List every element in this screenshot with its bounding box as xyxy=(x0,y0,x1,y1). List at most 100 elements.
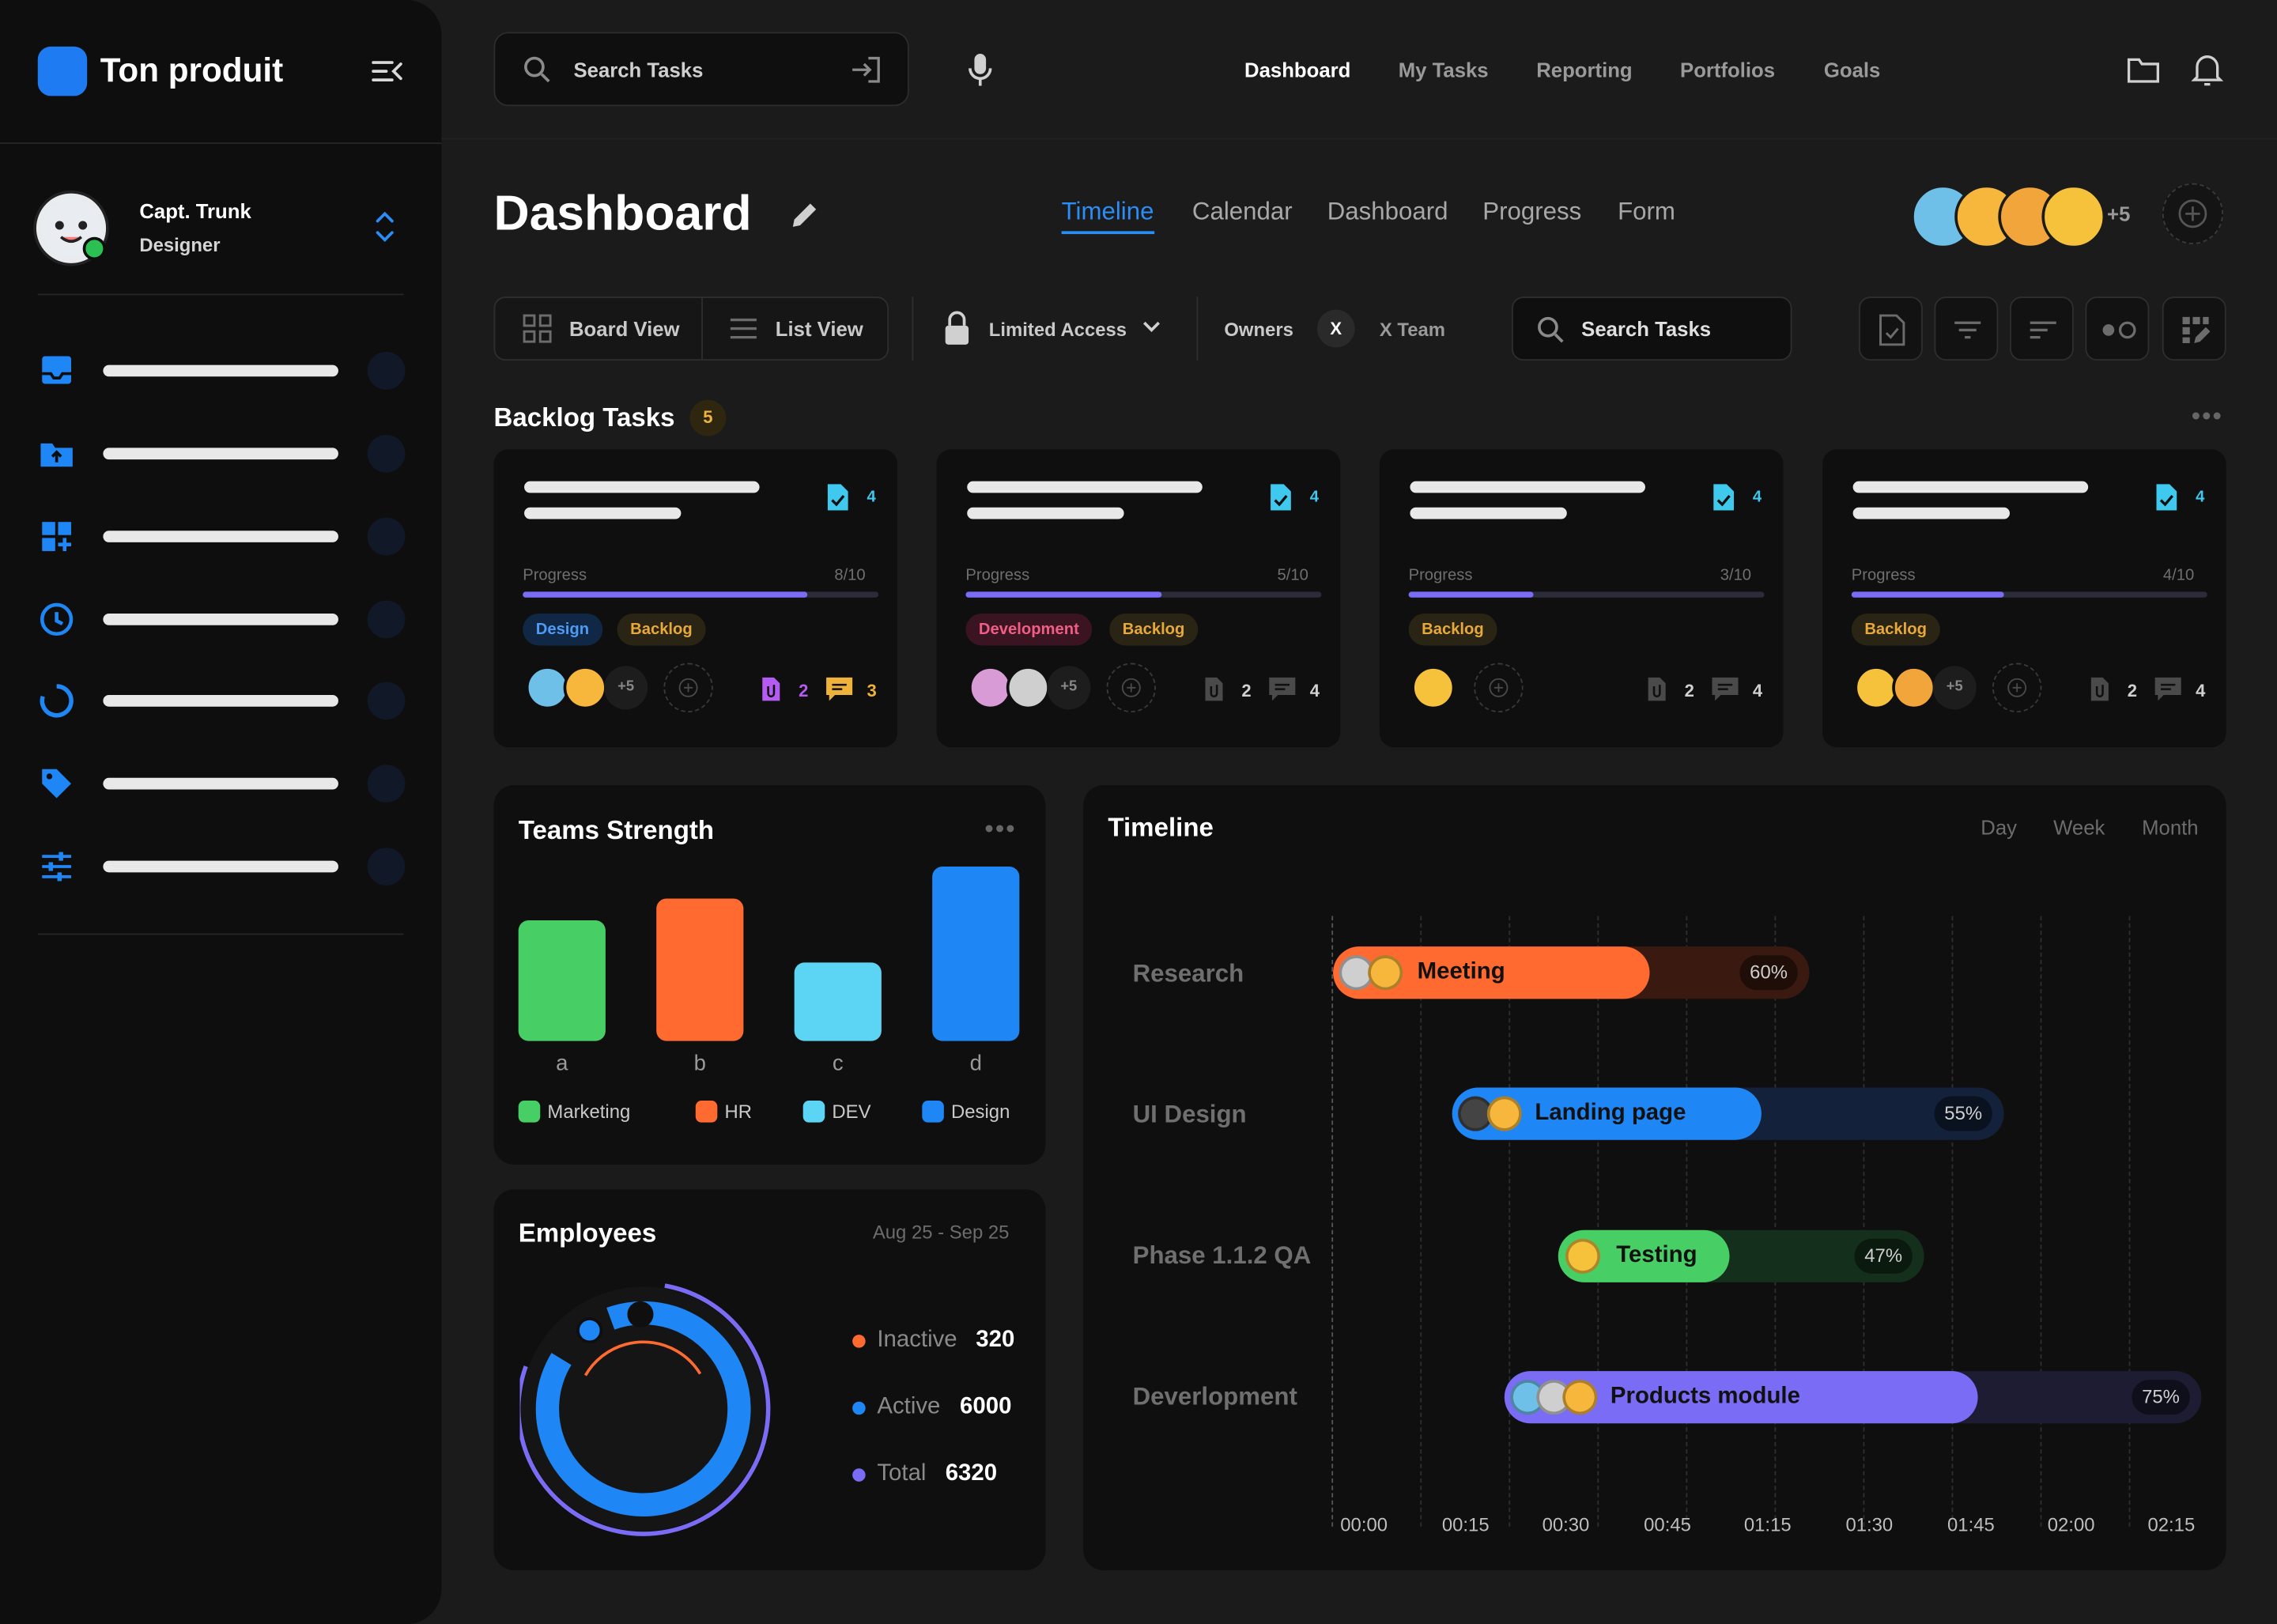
assignee-more[interactable]: +5 xyxy=(1047,666,1091,710)
add-assignee-button[interactable] xyxy=(1992,663,2042,713)
tab-dashboard[interactable]: Dashboard xyxy=(1327,198,1448,226)
list-view-icon[interactable] xyxy=(729,317,758,340)
enter-icon[interactable] xyxy=(849,55,881,85)
owner-team-label[interactable]: X Team xyxy=(1379,318,1446,341)
assignee-more[interactable]: +5 xyxy=(1932,666,1977,710)
user-avatar[interactable] xyxy=(33,190,109,266)
bar-b[interactable] xyxy=(656,898,744,1041)
employees-date-range[interactable]: Aug 25 - Sep 25 xyxy=(872,1221,1010,1244)
timeline-gridline xyxy=(1509,916,1511,1527)
sort-icon xyxy=(2030,321,2056,339)
timeline-now-line xyxy=(1331,916,1334,1527)
range-week[interactable]: Week xyxy=(2053,815,2105,840)
bar-c[interactable] xyxy=(794,962,882,1041)
task-check-button[interactable] xyxy=(1858,296,1923,361)
tab-progress[interactable]: Progress xyxy=(1482,198,1582,226)
tab-form[interactable]: Form xyxy=(1618,198,1675,226)
backlog-card[interactable]: 4 Progress 5/10 Development Backlog +5 2… xyxy=(936,449,1341,748)
add-assignee-button[interactable] xyxy=(1106,663,1157,713)
topnav-dashboard[interactable]: Dashboard xyxy=(1244,58,1351,81)
grid-view-icon[interactable] xyxy=(523,314,552,343)
timeline-task-name: Products module xyxy=(1610,1384,1800,1409)
sidebar: Ton produit Capt. Trunk Designer xyxy=(0,0,442,1624)
microphone-icon[interactable] xyxy=(965,51,995,89)
bell-icon[interactable] xyxy=(2191,51,2223,89)
folder-icon[interactable] xyxy=(2126,55,2161,85)
top-search-input[interactable]: Search Tasks xyxy=(493,32,909,107)
topnav-reporting[interactable]: Reporting xyxy=(1536,58,1633,81)
timeline-bar-track[interactable]: Products module 75% xyxy=(1504,1371,2202,1424)
attachment-icon xyxy=(1205,677,1223,701)
stat-value-active: 6000 xyxy=(960,1394,1012,1419)
assignee-avatar[interactable] xyxy=(525,666,569,710)
add-assignee-button[interactable] xyxy=(1474,663,1524,713)
tag-development[interactable]: Development xyxy=(965,614,1093,646)
backlog-card[interactable]: 4 Progress 8/10 Design Backlog +5 2 3 xyxy=(493,449,898,748)
timeline-panel: Timeline Day Week Month xyxy=(1083,785,2226,1571)
timeline-bar-track[interactable]: Testing 47% xyxy=(1558,1229,1924,1282)
range-month[interactable]: Month xyxy=(2142,815,2199,840)
filter-search-input[interactable]: Search Tasks xyxy=(1512,296,1792,361)
backlog-card[interactable]: 4 Progress 3/10 Backlog 2 4 xyxy=(1379,449,1784,748)
search-icon xyxy=(1538,316,1564,343)
timeline-gridline xyxy=(1863,916,1865,1527)
topnav-portfolios[interactable]: Portfolios xyxy=(1680,58,1776,81)
assignee-avatar[interactable] xyxy=(1006,666,1050,710)
filter-button[interactable] xyxy=(1934,296,1999,361)
assignee-avatar[interactable] xyxy=(1854,666,1898,710)
topnav-my-tasks[interactable]: My Tasks xyxy=(1398,58,1489,81)
edit-pencil-icon[interactable] xyxy=(788,199,820,231)
assignee-avatar[interactable] xyxy=(563,666,607,710)
employees-donut-chart xyxy=(519,1281,771,1536)
sidebar-item-inbox[interactable] xyxy=(38,346,407,396)
sidebar-item-settings[interactable] xyxy=(38,842,407,892)
sidebar-item-badge xyxy=(367,682,406,720)
sidebar-item-history[interactable] xyxy=(38,595,407,644)
sidebar-divider xyxy=(37,933,404,935)
progress-fill xyxy=(965,591,1161,598)
tag-backlog[interactable]: Backlog xyxy=(1109,614,1198,646)
tag-design[interactable]: Design xyxy=(523,614,602,646)
sort-button[interactable] xyxy=(2009,296,2074,361)
sliders-icon xyxy=(42,852,71,882)
timeline-gridline xyxy=(2040,916,2042,1527)
tag-backlog[interactable]: Backlog xyxy=(1851,614,1940,646)
add-member-button[interactable] xyxy=(2162,183,2223,244)
page-title: Dashboard xyxy=(493,186,752,242)
panel-more-icon[interactable]: ••• xyxy=(984,814,1017,844)
toggle-icon xyxy=(2102,321,2136,339)
sidebar-item-dashboard[interactable] xyxy=(38,512,407,561)
members-more-count[interactable]: +5 xyxy=(2107,202,2131,226)
add-assignee-button[interactable] xyxy=(663,663,713,713)
assignee-more[interactable]: +5 xyxy=(604,666,648,710)
owner-chip[interactable]: X xyxy=(1316,309,1355,348)
member-avatar[interactable] xyxy=(2041,184,2106,249)
sidebar-item-tags[interactable] xyxy=(38,759,407,809)
assignee-avatar[interactable] xyxy=(1411,666,1456,710)
edit-grid-button[interactable] xyxy=(2162,296,2226,361)
list-view-button[interactable]: List View xyxy=(775,316,863,341)
tab-timeline[interactable]: Timeline xyxy=(1061,198,1154,226)
topnav-goals[interactable]: Goals xyxy=(1823,58,1881,81)
access-dropdown[interactable]: Limited Access xyxy=(988,318,1127,341)
backlog-more-icon[interactable]: ••• xyxy=(2191,401,2223,431)
bar-a[interactable] xyxy=(518,920,606,1041)
assignee-avatar[interactable] xyxy=(1892,666,1936,710)
assignee-avatar[interactable] xyxy=(969,666,1013,710)
board-view-button[interactable]: Board View xyxy=(568,316,680,341)
chevron-down-icon[interactable] xyxy=(1142,320,1162,334)
sidebar-item-progress[interactable] xyxy=(38,676,407,726)
app-logo[interactable] xyxy=(37,46,88,96)
timeline-bar-track[interactable]: Meeting 60% xyxy=(1333,946,1810,999)
account-switch-icon[interactable] xyxy=(375,210,395,244)
menu-collapse-icon[interactable] xyxy=(372,59,403,85)
sidebar-item-upload[interactable] xyxy=(38,429,407,478)
tag-backlog[interactable]: Backlog xyxy=(617,614,706,646)
toggle-button[interactable] xyxy=(2085,296,2150,361)
tag-backlog[interactable]: Backlog xyxy=(1408,614,1497,646)
timeline-bar-track[interactable]: Landing page 55% xyxy=(1452,1087,2004,1140)
bar-d[interactable] xyxy=(932,866,1020,1041)
backlog-card[interactable]: 4 Progress 4/10 Backlog +5 2 4 xyxy=(1822,449,2226,748)
range-day[interactable]: Day xyxy=(1981,815,2018,840)
tab-calendar[interactable]: Calendar xyxy=(1191,198,1293,226)
